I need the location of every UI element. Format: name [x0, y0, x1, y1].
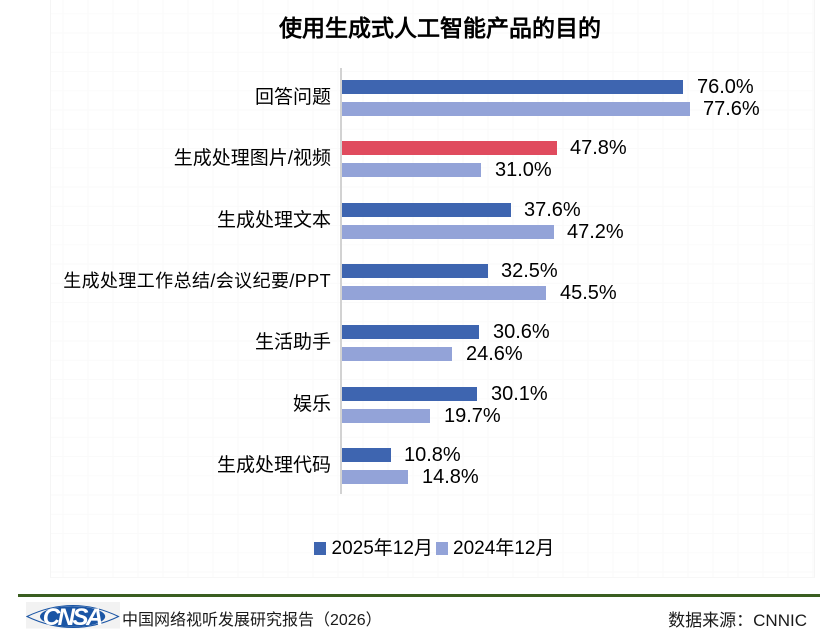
svg-text:CNSA: CNSA: [43, 604, 102, 630]
